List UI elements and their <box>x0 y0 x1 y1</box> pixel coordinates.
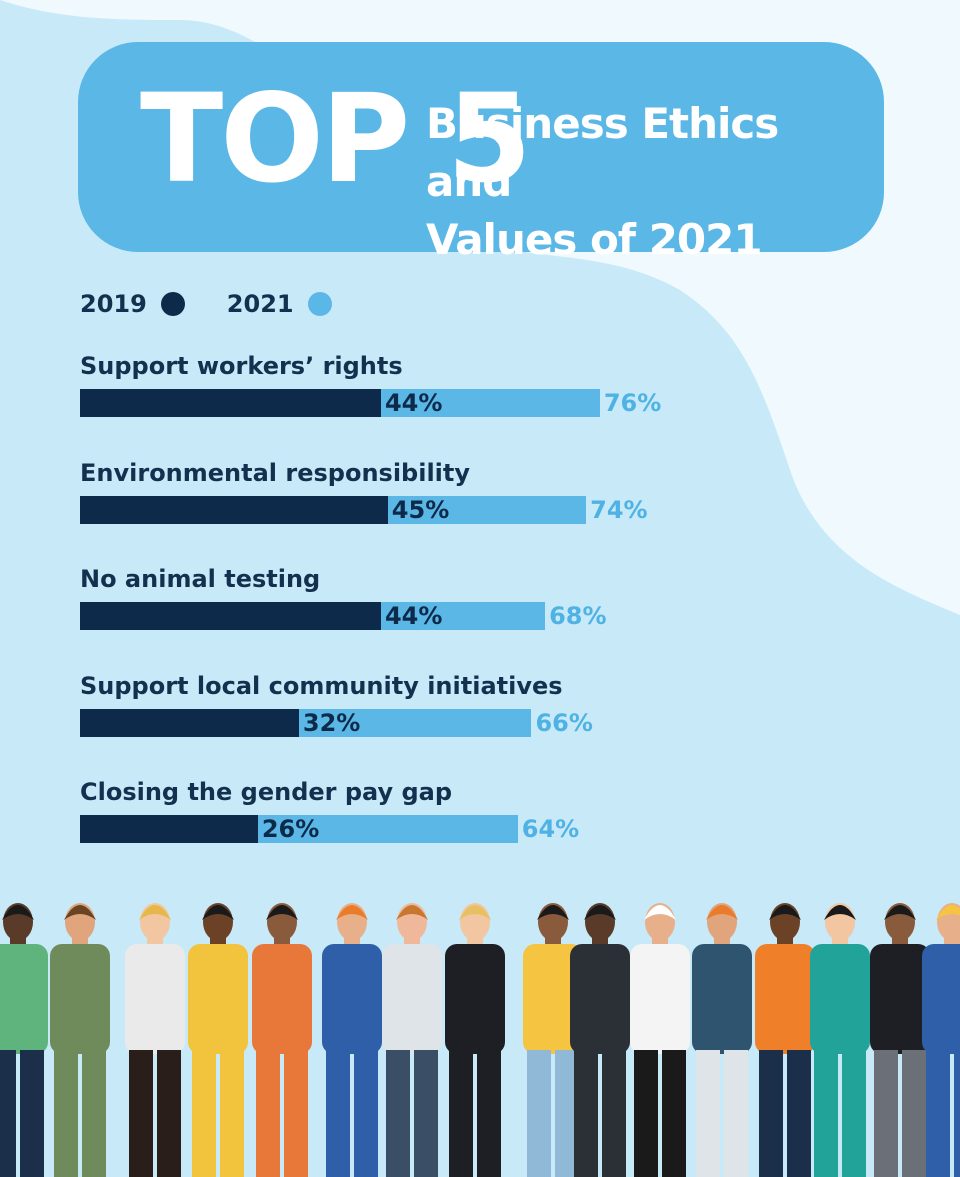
bar-2019 <box>80 602 381 630</box>
person-hair <box>769 905 801 920</box>
person-torso <box>810 944 870 1054</box>
person-hair <box>202 905 234 920</box>
legend-item-2021: 2021 <box>227 290 332 318</box>
value-label-2021: 64% <box>521 815 580 843</box>
person-leg-left <box>574 1050 598 1177</box>
value-label-2021: 74% <box>590 495 648 524</box>
value-label-2021: 66% <box>535 708 593 737</box>
person-leg-left <box>814 1050 838 1177</box>
person-leg-right <box>662 1050 686 1177</box>
person-leg-left <box>449 1050 473 1177</box>
workers-illustration <box>0 903 960 1177</box>
person-torso <box>50 944 110 1054</box>
person-torso <box>523 944 583 1054</box>
bar-2019 <box>80 389 381 417</box>
person-hair <box>537 905 569 920</box>
person-hair <box>706 905 738 920</box>
value-label-2021: 68% <box>549 602 607 630</box>
person-leg-left <box>129 1050 153 1177</box>
person-leg-left <box>256 1050 280 1177</box>
person-leg-right <box>20 1050 44 1177</box>
person-leg-left <box>386 1050 410 1177</box>
title-subtitle: Business Ethics and Values of 2021 <box>426 95 856 269</box>
title-line-1: Business Ethics and <box>426 99 779 206</box>
person-leg-left <box>759 1050 783 1177</box>
legend-item-2019: 2019 <box>80 290 185 318</box>
person-torso <box>188 944 248 1054</box>
person-leg-right <box>954 1050 960 1177</box>
value-label-2019: 44% <box>384 602 443 630</box>
title-line-2: Values of 2021 <box>426 215 763 264</box>
category-label: No animal testing <box>80 565 321 593</box>
person-hair <box>336 905 368 920</box>
bar-2019 <box>80 708 299 737</box>
person-hair <box>936 905 960 920</box>
person-leg-left <box>926 1050 950 1177</box>
person-torso <box>322 944 382 1054</box>
person-leg-left <box>696 1050 720 1177</box>
person-torso <box>445 944 505 1054</box>
person-leg-left <box>326 1050 350 1177</box>
value-label-2019: 44% <box>384 389 443 417</box>
person-hair <box>139 905 171 920</box>
category-label: Closing the gender pay gap <box>80 778 453 806</box>
title-top-five: TOP 5 <box>140 68 532 210</box>
person-hair <box>584 905 616 920</box>
category-label: Environmental responsibility <box>80 458 471 487</box>
value-label-2021: 76% <box>603 389 662 417</box>
person-torso <box>570 944 630 1054</box>
person-hair <box>266 905 298 920</box>
person-leg-right <box>602 1050 626 1177</box>
title-banner <box>78 42 884 252</box>
value-label-2019: 45% <box>391 495 450 524</box>
legend-dot-2019 <box>160 292 185 316</box>
person-leg-right <box>842 1050 866 1177</box>
person-torso <box>870 944 930 1054</box>
person-torso <box>382 944 442 1054</box>
person-leg-right <box>354 1050 378 1177</box>
person-leg-left <box>0 1050 16 1177</box>
person-leg-right <box>477 1050 501 1177</box>
person-torso <box>922 944 960 1054</box>
person-leg-right <box>82 1050 106 1177</box>
category-label: Support local community initiatives <box>80 671 563 700</box>
person-torso <box>252 944 312 1054</box>
person-leg-left <box>527 1050 551 1177</box>
person-hair <box>644 905 676 920</box>
person-leg-right <box>724 1050 748 1177</box>
legend-label-2019: 2019 <box>80 290 147 318</box>
person-hair <box>396 905 428 920</box>
bar-2019 <box>80 815 258 843</box>
person-torso <box>125 944 185 1054</box>
value-label-2019: 32% <box>302 708 361 737</box>
person-torso <box>692 944 752 1054</box>
person-torso <box>755 944 815 1054</box>
legend-dot-2021 <box>307 292 332 316</box>
person-hair <box>2 905 34 920</box>
person-leg-left <box>54 1050 78 1177</box>
person-leg-right <box>414 1050 438 1177</box>
person-hair <box>884 905 916 920</box>
person-leg-right <box>157 1050 181 1177</box>
person-leg-right <box>787 1050 811 1177</box>
person-torso <box>0 944 48 1054</box>
chart-legend: 2019 2021 <box>80 288 374 320</box>
person-leg-right <box>902 1050 926 1177</box>
legend-label-2021: 2021 <box>226 290 294 318</box>
person-leg-right <box>220 1050 244 1177</box>
person-torso <box>630 944 690 1054</box>
person-leg-left <box>192 1050 216 1177</box>
person-hair <box>64 905 96 920</box>
person-leg-left <box>634 1050 658 1177</box>
person-leg-left <box>874 1050 898 1177</box>
person-hair <box>824 905 856 920</box>
category-label: Support workers’ rights <box>80 352 403 380</box>
bar-2019 <box>80 495 388 524</box>
person-hair <box>459 905 491 920</box>
value-label-2019: 26% <box>261 815 320 843</box>
person-leg-right <box>284 1050 308 1177</box>
